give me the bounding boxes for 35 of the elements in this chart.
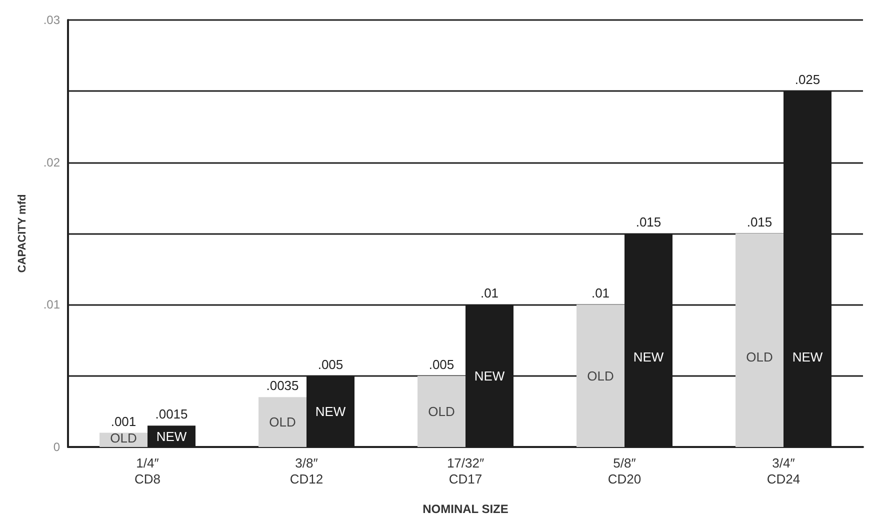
y-tick-label: .01 [43, 298, 60, 312]
data-label: .01 [591, 286, 610, 301]
x-tick-label: 1/4″ CD8 [134, 456, 161, 486]
text: OLD [269, 414, 296, 430]
y-tick-label: 0 [53, 440, 60, 454]
x-tick-label: 17/32″ CD17 [446, 456, 484, 486]
series-label: NEW [156, 428, 188, 444]
data-label: .01 [480, 286, 499, 301]
x-tick-label: 3/8″ CD12 [290, 456, 324, 486]
text: NEW [315, 404, 346, 419]
text: NEW [633, 350, 664, 364]
data-label: .0015 [155, 406, 188, 422]
y-axis-title: CAPACITY mfd [16, 194, 28, 273]
x-tick-label: 5/8″ CD20 [608, 456, 642, 486]
text: OLD [746, 350, 773, 364]
data-label: .015 [636, 214, 662, 230]
bar [258, 397, 306, 447]
bar [576, 304, 624, 447]
text: NEW [474, 368, 505, 384]
data-label: .015 [746, 214, 772, 230]
x-axis-title: NOMINAL SIZE [422, 502, 508, 516]
series-label: OLD [110, 430, 137, 446]
data-label: .0035 [266, 378, 299, 394]
data-label: .001 [110, 414, 136, 429]
data-label: .005 [318, 356, 344, 372]
bar [736, 234, 784, 447]
text: OLD [587, 368, 614, 384]
bar [418, 376, 466, 447]
text: NEW [792, 350, 823, 364]
data-label: .025 [794, 72, 820, 88]
data-label: .005 [428, 356, 454, 372]
y-tick-label: .02 [43, 155, 60, 170]
x-tick-label: 3/4″ CD24 [766, 456, 800, 486]
text: OLD [428, 404, 455, 419]
y-tick-label: .03 [43, 13, 60, 27]
